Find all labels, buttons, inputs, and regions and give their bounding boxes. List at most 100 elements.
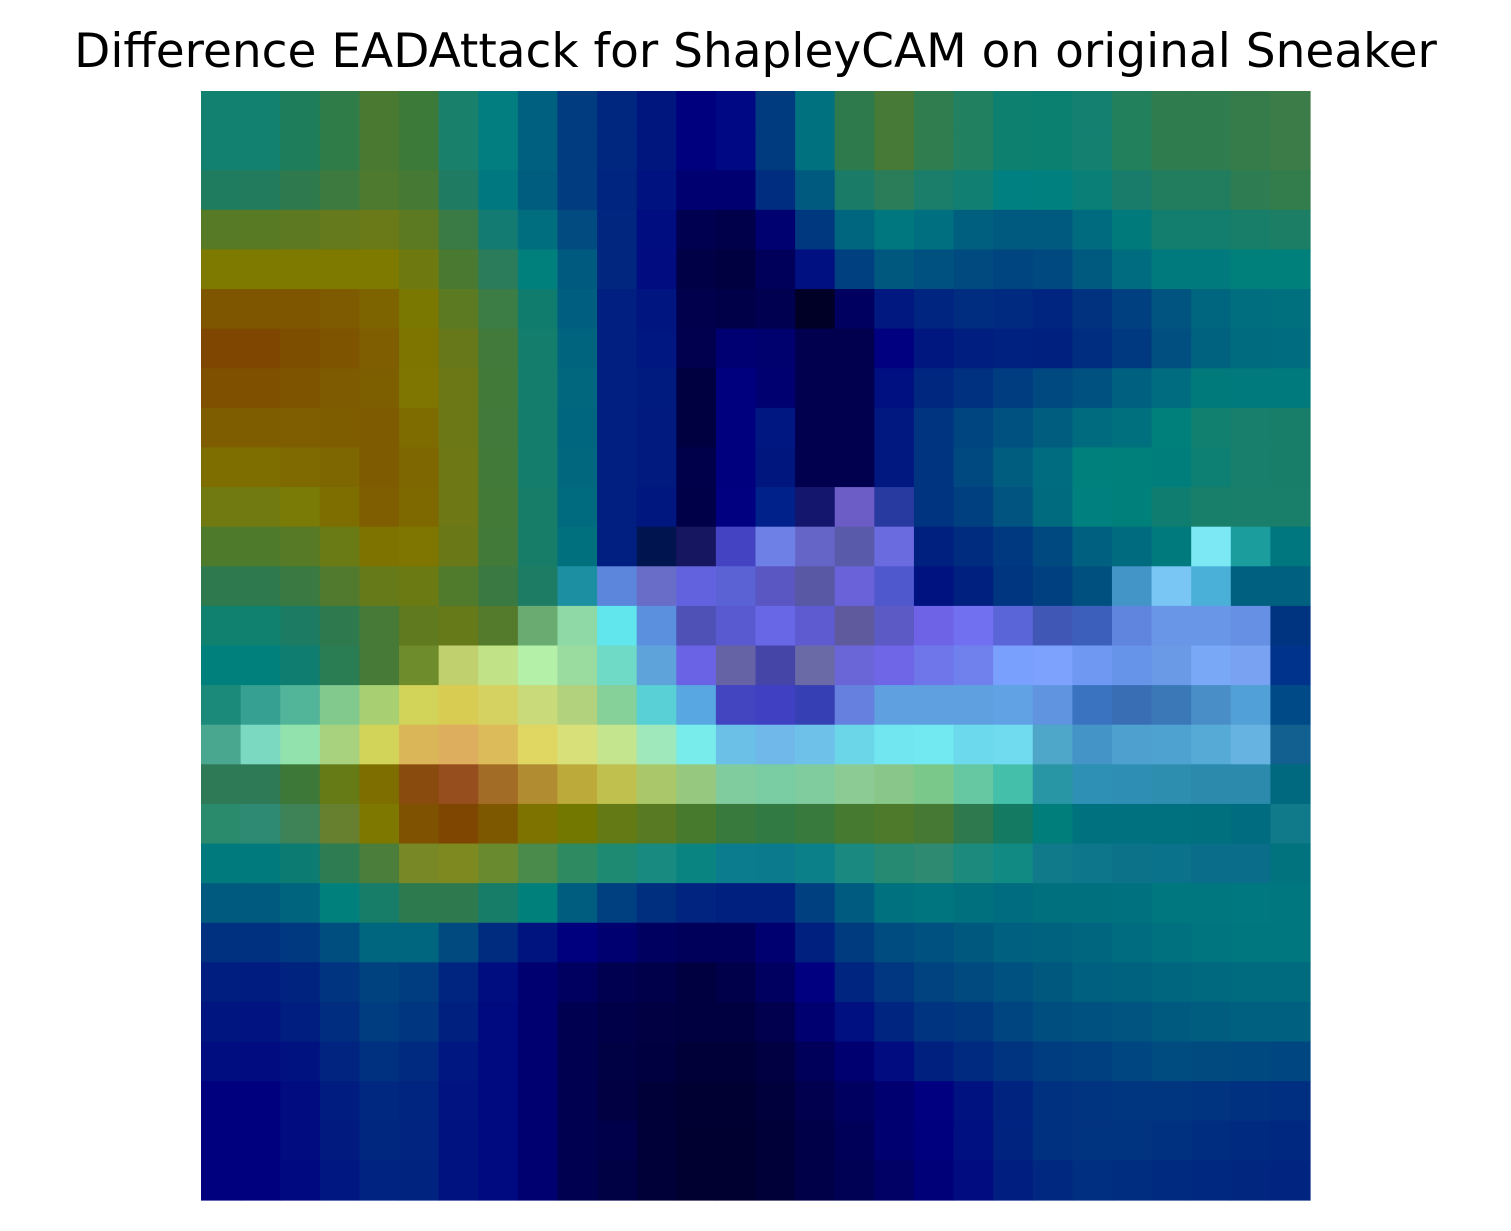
heatmap-cell bbox=[874, 91, 915, 132]
heatmap-cell bbox=[1032, 1160, 1073, 1201]
heatmap-cell bbox=[993, 883, 1034, 924]
heatmap-cell bbox=[795, 289, 836, 330]
heatmap-cell bbox=[715, 170, 757, 211]
heatmap-cell bbox=[319, 289, 361, 330]
heatmap-cell bbox=[755, 289, 796, 330]
heatmap-cell bbox=[1151, 1120, 1192, 1161]
heatmap-cell bbox=[1072, 368, 1113, 409]
heatmap-cell bbox=[755, 883, 796, 924]
heatmap-cell bbox=[1151, 91, 1192, 132]
heatmap-cell bbox=[1230, 289, 1271, 330]
heatmap-cell bbox=[953, 209, 994, 251]
heatmap-cell bbox=[1151, 843, 1192, 884]
heatmap-cell bbox=[1072, 803, 1113, 845]
heatmap-cell bbox=[755, 1081, 796, 1122]
heatmap-cell bbox=[280, 605, 321, 647]
heatmap-cell bbox=[1191, 447, 1232, 488]
heatmap-cell bbox=[1111, 130, 1153, 171]
heatmap-cell bbox=[874, 764, 915, 805]
heatmap-cell bbox=[478, 922, 519, 963]
heatmap-cell bbox=[913, 962, 955, 1003]
heatmap-cell bbox=[240, 724, 281, 765]
heatmap-cell bbox=[1032, 487, 1073, 528]
heatmap-cell bbox=[715, 1001, 757, 1043]
heatmap-cell bbox=[201, 764, 242, 805]
heatmap-cell bbox=[280, 1001, 321, 1043]
heatmap-cell bbox=[478, 1001, 519, 1043]
heatmap-cell bbox=[715, 645, 757, 686]
heatmap-cell bbox=[676, 803, 717, 845]
heatmap-cell bbox=[834, 1001, 875, 1043]
heatmap-cell bbox=[201, 1001, 242, 1043]
heatmap-cell bbox=[1151, 764, 1192, 805]
heatmap-cell bbox=[319, 566, 361, 607]
heatmap-cell bbox=[874, 1120, 915, 1161]
heatmap-cell bbox=[1151, 249, 1192, 290]
heatmap-cell bbox=[201, 1081, 242, 1122]
heatmap-cell bbox=[715, 685, 757, 726]
heatmap-cell bbox=[1151, 922, 1192, 963]
heatmap-cell bbox=[597, 803, 638, 845]
heatmap-cell bbox=[1270, 1160, 1311, 1201]
heatmap-cell bbox=[597, 962, 638, 1003]
heatmap-cell bbox=[1072, 170, 1113, 211]
heatmap-cell bbox=[874, 803, 915, 845]
heatmap-cell bbox=[795, 407, 836, 449]
heatmap-cell bbox=[557, 922, 598, 963]
heatmap-cell bbox=[874, 883, 915, 924]
heatmap-cell bbox=[755, 130, 796, 171]
heatmap-cell bbox=[557, 1120, 598, 1161]
heatmap-cell bbox=[1072, 407, 1113, 449]
heatmap-cell bbox=[597, 883, 638, 924]
heatmap-cell bbox=[795, 764, 836, 805]
heatmap-cell bbox=[834, 209, 875, 251]
heatmap-cell bbox=[636, 724, 677, 765]
heatmap-cell bbox=[240, 803, 281, 845]
heatmap-cell bbox=[240, 764, 281, 805]
heatmap-cell bbox=[557, 91, 598, 132]
heatmap-cell bbox=[280, 130, 321, 171]
heatmap-cell bbox=[359, 1001, 400, 1043]
heatmap-cell bbox=[834, 289, 875, 330]
heatmap-cell bbox=[319, 1041, 361, 1082]
heatmap-cell bbox=[597, 249, 638, 290]
heatmap-cell bbox=[913, 724, 955, 765]
heatmap-cell bbox=[399, 91, 440, 132]
heatmap-cell bbox=[874, 566, 915, 607]
heatmap-cell bbox=[1270, 883, 1311, 924]
heatmap-cell bbox=[478, 91, 519, 132]
heatmap-cell bbox=[399, 1001, 440, 1043]
heatmap-cell bbox=[1270, 685, 1311, 726]
heatmap-cell bbox=[993, 605, 1034, 647]
heatmap-cell bbox=[953, 407, 994, 449]
heatmap-cell bbox=[755, 209, 796, 251]
heatmap-cell bbox=[993, 803, 1034, 845]
heatmap-cell bbox=[1230, 447, 1271, 488]
heatmap-cell bbox=[1151, 1001, 1192, 1043]
heatmap-cell bbox=[438, 407, 479, 449]
heatmap-cell bbox=[597, 447, 638, 488]
heatmap-cell bbox=[319, 645, 361, 686]
heatmap-cell bbox=[399, 249, 440, 290]
heatmap-cell bbox=[1151, 407, 1192, 449]
heatmap-cell bbox=[636, 447, 677, 488]
heatmap-cell bbox=[1230, 685, 1271, 726]
heatmap-cell bbox=[834, 249, 875, 290]
heatmap-cell bbox=[795, 526, 836, 567]
heatmap-cell bbox=[715, 764, 757, 805]
heatmap-cell bbox=[1230, 962, 1271, 1003]
heatmap-cell bbox=[913, 289, 955, 330]
heatmap-cell bbox=[1151, 130, 1192, 171]
heatmap-cell bbox=[834, 487, 875, 528]
heatmap-cell bbox=[834, 645, 875, 686]
heatmap-cell bbox=[1270, 724, 1311, 765]
heatmap-cell bbox=[1230, 922, 1271, 963]
heatmap-cell bbox=[1270, 328, 1311, 369]
heatmap-cell bbox=[359, 843, 400, 884]
heatmap-cell bbox=[1191, 685, 1232, 726]
heatmap-cell bbox=[636, 566, 677, 607]
heatmap-cell bbox=[913, 526, 955, 567]
heatmap-cell bbox=[557, 526, 598, 567]
heatmap-cell bbox=[359, 724, 400, 765]
heatmap-cell bbox=[280, 764, 321, 805]
